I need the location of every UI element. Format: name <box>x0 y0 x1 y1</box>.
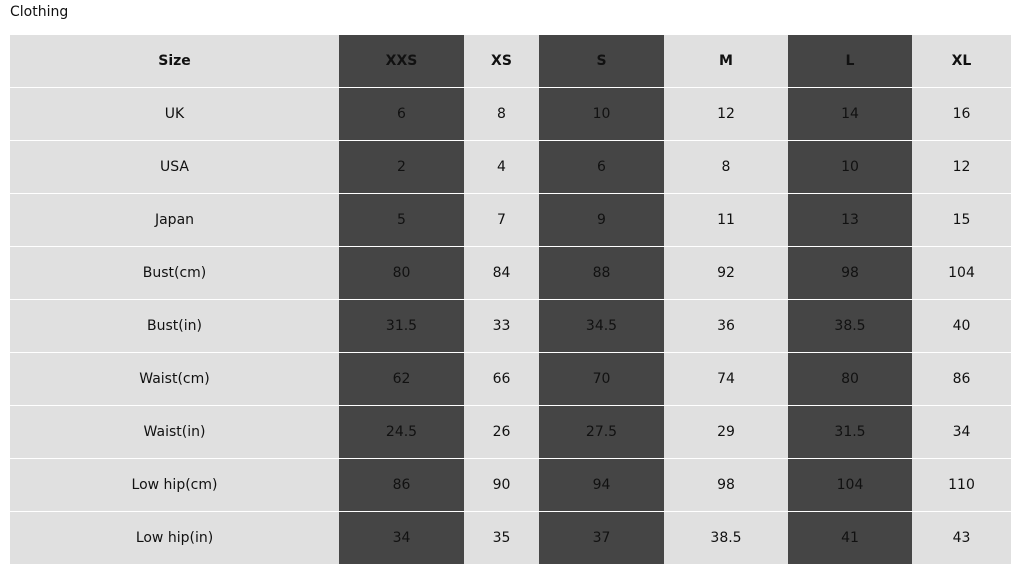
size-value-cell: 26 <box>464 405 539 459</box>
size-value-cell: 34 <box>339 511 464 564</box>
size-value-cell: 110 <box>912 458 1011 512</box>
row-label: Low hip(cm) <box>10 458 339 512</box>
size-value-cell: 12 <box>912 140 1011 194</box>
size-value-cell: 36 <box>664 299 788 353</box>
row-label: Waist(cm) <box>10 352 339 406</box>
size-value-cell: 9 <box>539 193 664 247</box>
size-value-cell: 70 <box>539 352 664 406</box>
size-value-cell: 66 <box>464 352 539 406</box>
size-value-cell: 31.5 <box>339 299 464 353</box>
header-row: Size XXS XS S M L XL <box>10 35 1011 88</box>
table-row: USA 2 4 6 8 10 12 <box>10 140 1011 194</box>
size-value-cell: 80 <box>339 246 464 300</box>
size-value-cell: 38.5 <box>664 511 788 564</box>
size-value-cell: 88 <box>539 246 664 300</box>
size-value-cell: 5 <box>339 193 464 247</box>
size-value-cell: 16 <box>912 87 1011 141</box>
size-value-cell: 94 <box>539 458 664 512</box>
size-value-cell: 34.5 <box>539 299 664 353</box>
row-label: Japan <box>10 193 339 247</box>
size-value-cell: 80 <box>788 352 912 406</box>
size-value-cell: 10 <box>539 87 664 141</box>
size-value-cell: 7 <box>464 193 539 247</box>
size-value-cell: 37 <box>539 511 664 564</box>
size-value-cell: 27.5 <box>539 405 664 459</box>
row-label: Bust(in) <box>10 299 339 353</box>
size-value-cell: 43 <box>912 511 1011 564</box>
size-chart-table: Size XXS XS S M L XL UK 6 8 10 12 14 16 USA 2 4 6 8 10 12 Ja… <box>10 35 1011 564</box>
size-value-cell: 4 <box>464 140 539 194</box>
size-value-cell: 2 <box>339 140 464 194</box>
section-title: Clothing <box>10 4 69 20</box>
size-value-cell: 104 <box>912 246 1011 300</box>
row-label: Low hip(in) <box>10 511 339 564</box>
size-value-cell: 8 <box>664 140 788 194</box>
size-value-cell: 86 <box>339 458 464 512</box>
size-value-cell: 86 <box>912 352 1011 406</box>
size-value-cell: 11 <box>664 193 788 247</box>
size-value-cell: 35 <box>464 511 539 564</box>
row-label: Bust(cm) <box>10 246 339 300</box>
table-row: Waist(in) 24.5 26 27.5 29 31.5 34 <box>10 405 1011 459</box>
size-value-cell: 38.5 <box>788 299 912 353</box>
size-value-cell: 33 <box>464 299 539 353</box>
size-value-cell: 104 <box>788 458 912 512</box>
table-row: Bust(in) 31.5 33 34.5 36 38.5 40 <box>10 299 1011 353</box>
size-value-cell: 34 <box>912 405 1011 459</box>
column-header: M <box>664 35 788 88</box>
size-value-cell: 14 <box>788 87 912 141</box>
column-header: XS <box>464 35 539 88</box>
table-row: Waist(cm) 62 66 70 74 80 86 <box>10 352 1011 406</box>
row-label: Waist(in) <box>10 405 339 459</box>
size-value-cell: 92 <box>664 246 788 300</box>
row-label: UK <box>10 87 339 141</box>
table-row: Low hip(cm) 86 90 94 98 104 110 <box>10 458 1011 512</box>
size-value-cell: 13 <box>788 193 912 247</box>
column-header: XL <box>912 35 1011 88</box>
size-value-cell: 6 <box>539 140 664 194</box>
size-value-cell: 15 <box>912 193 1011 247</box>
size-value-cell: 10 <box>788 140 912 194</box>
size-value-cell: 6 <box>339 87 464 141</box>
size-value-cell: 62 <box>339 352 464 406</box>
table-row: UK 6 8 10 12 14 16 <box>10 87 1011 141</box>
table-row: Low hip(in) 34 35 37 38.5 41 43 <box>10 511 1011 564</box>
table-row: Bust(cm) 80 84 88 92 98 104 <box>10 246 1011 300</box>
column-header: L <box>788 35 912 88</box>
size-value-cell: 98 <box>788 246 912 300</box>
size-value-cell: 41 <box>788 511 912 564</box>
size-value-cell: 12 <box>664 87 788 141</box>
size-value-cell: 74 <box>664 352 788 406</box>
size-value-cell: 31.5 <box>788 405 912 459</box>
size-value-cell: 29 <box>664 405 788 459</box>
column-header: XXS <box>339 35 464 88</box>
column-header: S <box>539 35 664 88</box>
size-value-cell: 84 <box>464 246 539 300</box>
size-value-cell: 8 <box>464 87 539 141</box>
row-label: USA <box>10 140 339 194</box>
size-value-cell: 24.5 <box>339 405 464 459</box>
size-value-cell: 90 <box>464 458 539 512</box>
size-value-cell: 98 <box>664 458 788 512</box>
size-value-cell: 40 <box>912 299 1011 353</box>
size-header: Size <box>10 35 339 88</box>
table-row: Japan 5 7 9 11 13 15 <box>10 193 1011 247</box>
